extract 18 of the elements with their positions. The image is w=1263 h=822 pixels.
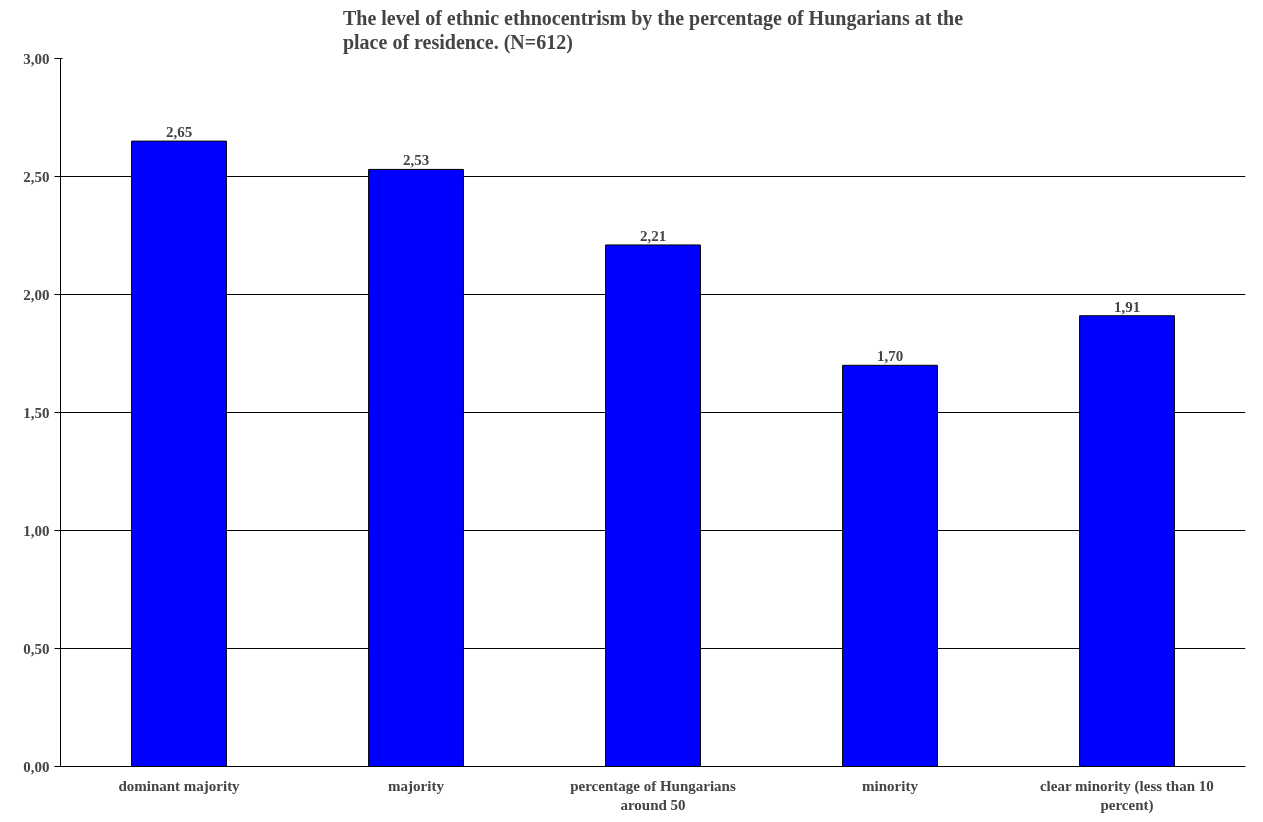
x-tick-label: clear minority (less than 10 percent) xyxy=(1039,777,1214,814)
chart-title: The level of ethnic ethnocentrism by the percentage of Hungarians at the place of residence. (N=612) xyxy=(342,7,964,55)
data-label: 2,53 xyxy=(402,152,430,169)
x-tick-label: majority xyxy=(388,777,445,794)
y-tick-label: 1,00 xyxy=(23,522,50,539)
data-label: 1,91 xyxy=(1113,298,1141,315)
x-tick-label: percentage of Hungarians around 50 xyxy=(570,777,736,813)
y-tick-label: 0,50 xyxy=(23,640,50,657)
y-tick-label: 3,00 xyxy=(23,50,50,67)
y-tick-label: 0,00 xyxy=(23,758,50,775)
x-tick-label: minority xyxy=(862,777,919,794)
y-tick-label: 2,50 xyxy=(23,168,50,185)
data-label: 1,70 xyxy=(876,348,904,365)
x-tick-label: dominant majority xyxy=(118,777,241,794)
data-label: 2,65 xyxy=(165,124,193,141)
y-tick-label: 1,50 xyxy=(23,404,50,421)
y-tick-label: 2,00 xyxy=(23,286,50,303)
data-label: 2,21 xyxy=(639,227,667,244)
